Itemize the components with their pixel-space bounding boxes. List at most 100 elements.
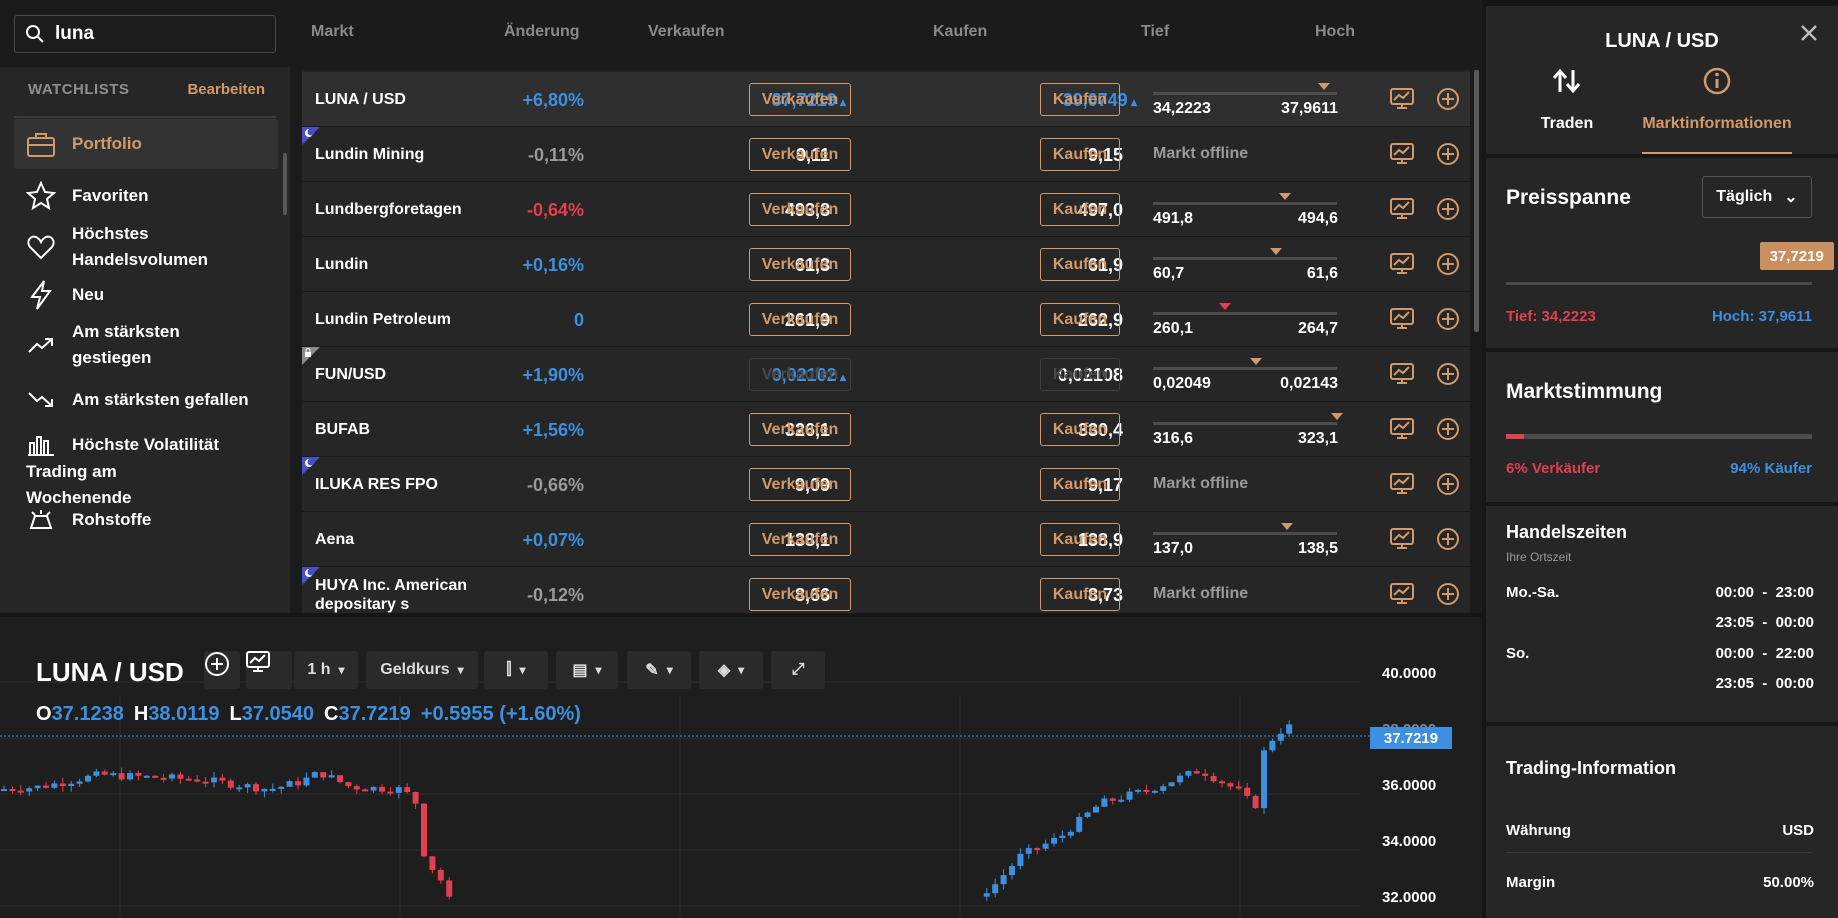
sidebar-item-0[interactable]: Portfolio [14,119,278,169]
candlestick-chart[interactable] [0,617,1482,918]
chart-monitor-icon[interactable] [1390,253,1414,280]
chart-monitor-icon[interactable] [1390,528,1414,555]
sell-button[interactable]: Verkaufen [749,523,851,556]
buy-button[interactable]: Kaufen [1040,523,1120,556]
table-row[interactable]: FUN/USD +1,90% 0,02102 ▴ Verkaufen 0,02108 Ka… [302,347,1470,402]
sidebar-item-1[interactable]: Favoriten [14,172,278,220]
sell-button[interactable]: Verkaufen [749,193,851,226]
buy-price-value: 138,9 [1077,530,1123,550]
tab-marktinformationen[interactable]: Marktinformationen [1642,66,1792,133]
interval-select[interactable]: 1 h ▾ [294,651,358,689]
sidebar-item-label: Höchstes Handelsvolumen [72,224,209,269]
sidebar-item-3[interactable]: Neu [14,272,278,318]
buy-price-value: 8,73 [1087,585,1123,605]
buy-button[interactable]: Kaufen [1040,248,1120,281]
table-row[interactable]: Lundin +0,16% 61,3 Verkaufen 61,9 Kaufen 60,7 6… [302,237,1470,292]
buy-button[interactable]: Kaufen [1040,413,1120,446]
candle-body [1185,771,1192,776]
search-box[interactable] [14,15,276,53]
sell-button[interactable]: Verkaufen [749,468,851,501]
chart-monitor-icon[interactable] [1390,583,1414,610]
sidebar-scrollbar[interactable] [283,153,287,215]
chart-monitor-icon[interactable] [1390,363,1414,390]
sidebar-item-2[interactable]: Höchstes Handelsvolumen [14,219,278,275]
table-row[interactable]: Lundin Mining -0,11% 9,11 Verkaufen 9,15 Kauf… [302,127,1470,182]
drawing-select[interactable]: ✎ ▾ [627,651,691,689]
bars-icon [24,428,58,462]
chart-monitor-icon[interactable] [1390,143,1414,170]
table-row[interactable]: Aena +0,07% 138,1 Verkaufen 138,9 Kaufen 137,0… [302,512,1470,567]
chart-monitor-icon[interactable] [1390,473,1414,500]
add-plus-icon[interactable] [1436,197,1460,226]
candle-body [320,772,327,778]
fullscreen-button[interactable]: ⤢ [771,651,825,689]
sell-button[interactable]: Verkaufen [749,303,851,336]
add-plus-icon[interactable] [1436,582,1460,611]
price-type-select[interactable]: Geldkurs ▾ [366,651,478,689]
sell-button[interactable]: Verkaufen [749,413,851,446]
add-chart-button[interactable] [204,651,240,689]
sell-button[interactable]: Verkaufen [749,138,851,171]
sell-button[interactable]: Verkaufen [749,83,851,116]
sidebar-item-6[interactable]: Höchste Volatilität [14,422,278,468]
list-scrollbar[interactable] [1474,70,1479,332]
sell-button[interactable]: Verkaufen [749,248,851,281]
buy-button[interactable]: Kaufen [1040,193,1120,226]
col-kaufen[interactable]: Kaufen [933,23,988,40]
sidebar-item-7[interactable]: Trading am Wochenende [14,462,278,507]
sell-button: Verkaufen [749,358,851,391]
chart-monitor-icon[interactable] [1390,198,1414,225]
table-row[interactable]: LUNA / USD +6,80% 37,7219 ▴ Verkaufen 39,074… [302,72,1470,127]
market-name: Lundin Petroleum [315,311,451,328]
close-icon[interactable] [1800,24,1818,42]
period-select[interactable]: Täglich ⌄ [1702,176,1812,218]
add-plus-icon[interactable] [1436,307,1460,336]
tab-traden[interactable]: Traden [1492,66,1642,133]
sell-price: 9,09 [795,475,830,496]
candle-body [1160,786,1167,791]
market-name: FUN/USD [315,366,387,383]
col-aenderung[interactable]: Änderung [504,23,580,40]
layers-select[interactable]: ◈ ▾ [699,651,763,689]
range-low: 137,0 [1153,540,1194,557]
buy-button[interactable]: Kaufen [1040,303,1120,336]
add-plus-icon[interactable] [1436,472,1460,501]
table-row[interactable]: Lundbergforetagen -0,64% 493,8 Verkaufen 497… [302,182,1470,237]
col-markt[interactable]: Markt [311,23,354,40]
search-input[interactable] [55,23,255,45]
candle-body [1177,775,1183,783]
sidebar-item-4[interactable]: Am stärksten gestiegen [14,317,278,373]
col-tief[interactable]: Tief [1141,23,1170,40]
indicators-select[interactable]: ▤ ▾ [556,651,618,689]
table-row[interactable]: Lundin Petroleum 0 261,9 Verkaufen 262,9 Kauf… [302,292,1470,347]
table-row[interactable]: ILUKA RES FPO -0,66% 9,09 Verkaufen 9,17 Kauf… [302,457,1470,512]
add-plus-icon[interactable] [1436,417,1460,446]
buy-button[interactable]: Kaufen [1040,578,1120,611]
buy-button[interactable]: Kaufen [1040,468,1120,501]
table-row[interactable]: BUFAB +1,56% 326,1 Verkaufen 330,4 Kaufen 316,… [302,402,1470,457]
table-row[interactable]: HUYA Inc. American depositary s -0,12% 8,6… [302,567,1470,613]
buy-button[interactable]: Kaufen [1040,138,1120,171]
sell-price-value: 493,8 [784,200,830,220]
col-verkaufen[interactable]: Verkaufen [648,23,725,40]
candle-body [1025,848,1032,854]
chart-type-select[interactable]: ⫿ ▾ [484,651,548,689]
add-plus-icon[interactable] [1436,527,1460,556]
sidebar-item-8[interactable]: Rohstoffe [14,500,278,540]
add-plus-icon[interactable] [1436,362,1460,391]
chart-monitor-icon[interactable] [1390,418,1414,445]
add-plus-icon[interactable] [1436,252,1460,281]
lightning-icon [24,278,58,312]
price-range-heading: Preisspanne [1506,186,1631,209]
add-plus-icon[interactable] [1436,142,1460,171]
edit-watchlists-link[interactable]: Bearbeiten [187,81,265,98]
add-plus-icon[interactable] [1436,87,1460,116]
sell-button[interactable]: Verkaufen [749,578,851,611]
chart-monitor-button[interactable] [246,651,292,689]
col-hoch[interactable]: Hoch [1315,23,1355,40]
chart-monitor-icon[interactable] [1390,88,1414,115]
chart-monitor-icon[interactable] [1390,308,1414,335]
candle-body [1126,791,1133,800]
buy-button[interactable]: Kaufen [1040,83,1120,116]
sidebar-item-5[interactable]: Am stärksten gefallen [14,377,278,423]
